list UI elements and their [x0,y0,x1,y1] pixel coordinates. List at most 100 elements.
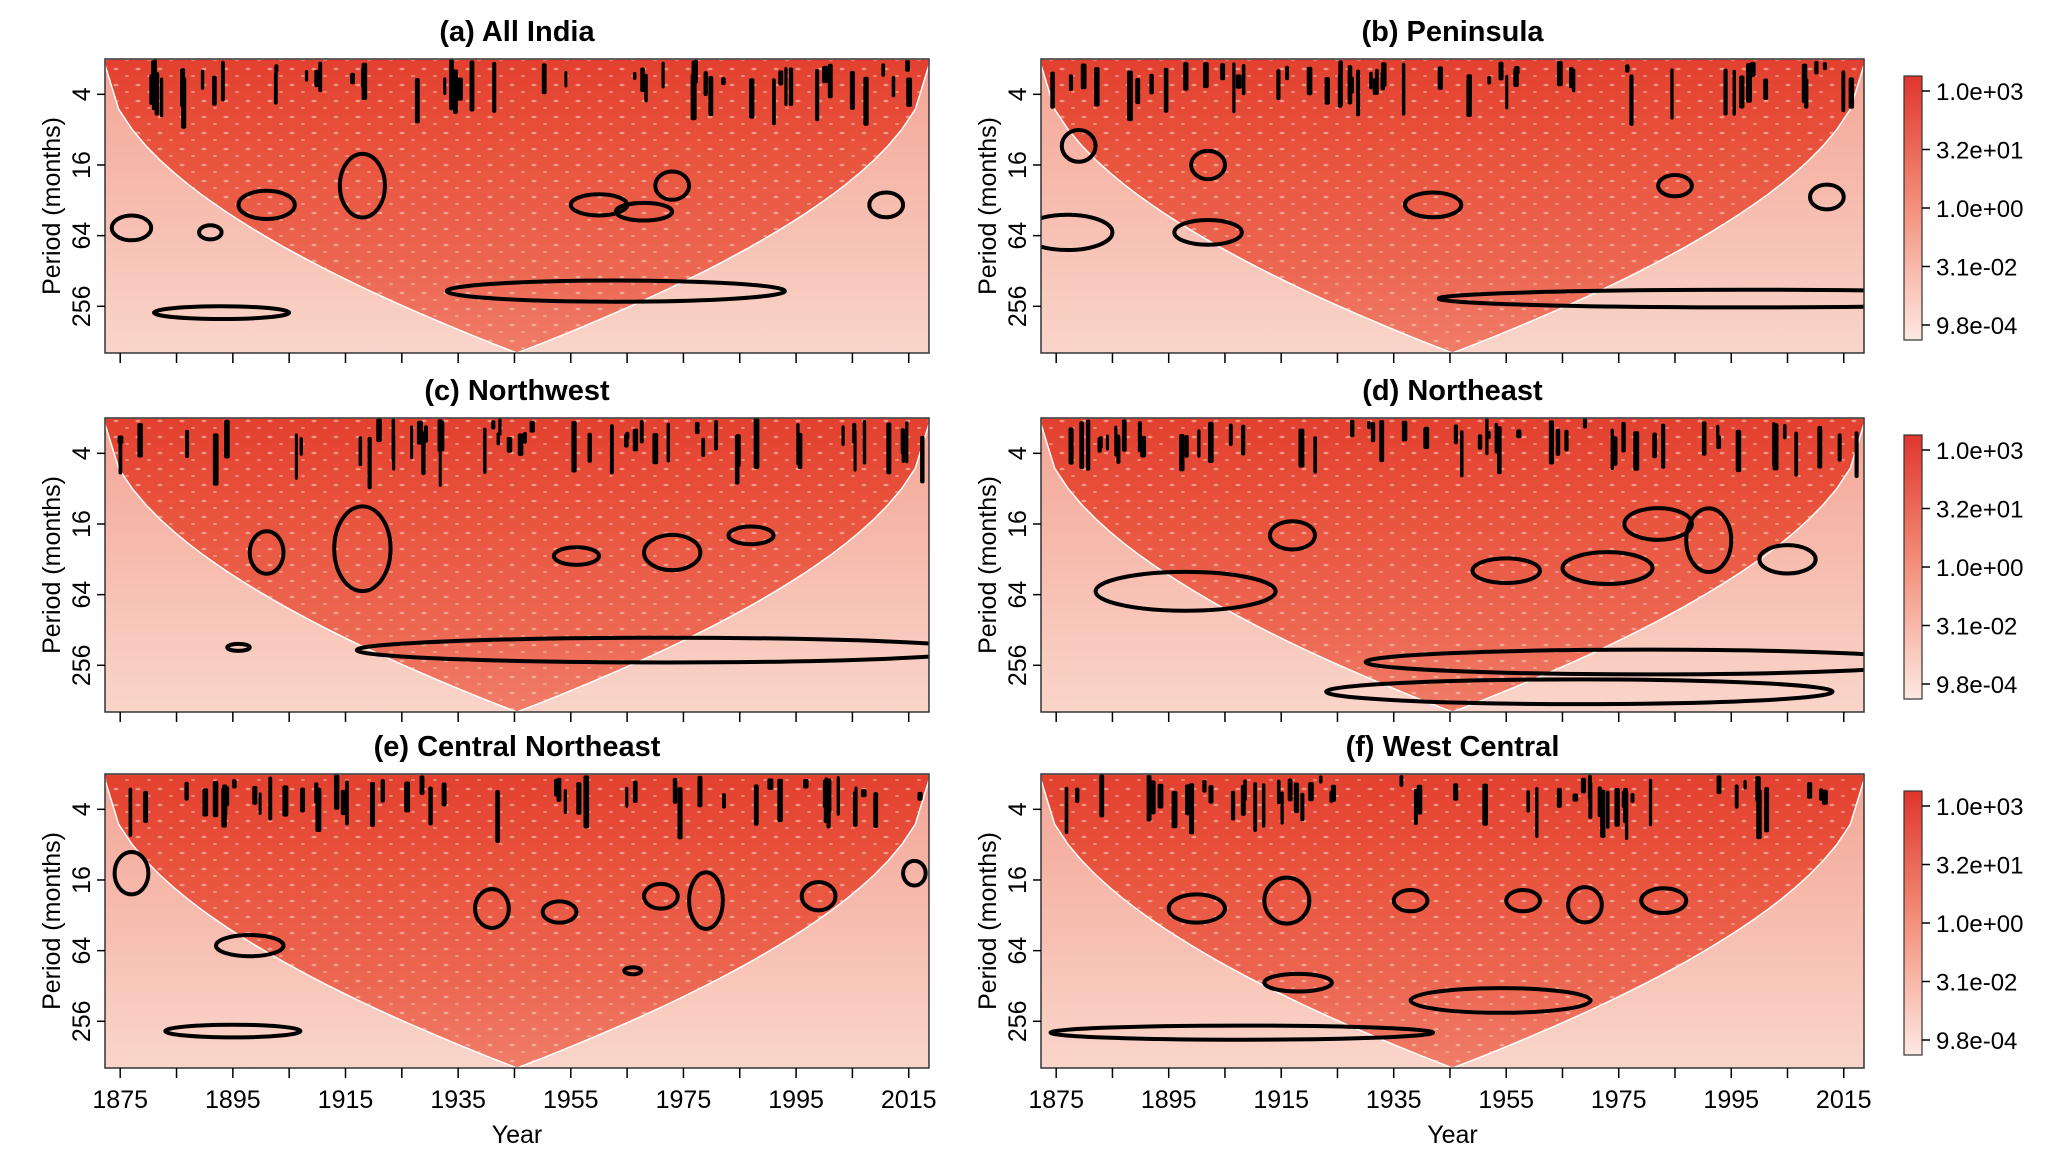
contour-streak [1597,786,1602,818]
power-texture [1041,774,1864,1068]
contour-streak [358,436,363,467]
x-tick-label: 1955 [1478,1086,1534,1114]
significance-contour [1436,287,1864,310]
contour-streak [1114,425,1118,457]
contour-streak [860,789,867,798]
contour-streak [1743,779,1747,790]
contour-streak [268,776,273,821]
significance-contour [642,532,703,573]
contour-streak [632,428,639,452]
contour-streak [1652,432,1657,459]
y-tick-label: 4 [1004,87,1032,101]
contour-streak [1572,793,1579,802]
panel-title: (a) All India [439,16,595,48]
significance-contour [613,200,675,223]
contour-streak [1482,783,1488,826]
contour-streak [901,429,906,463]
contour-streak [1232,62,1236,114]
contour-streak [1324,76,1330,105]
significance-contour [1402,190,1464,220]
contour-streak [318,61,323,93]
colorbar-tick-label: 9.8e-04 [1936,672,2017,699]
y-tick-label: 64 [1004,222,1032,250]
contour-streak [803,778,809,789]
contour-streak [1075,787,1080,804]
contour-streak [1739,75,1745,109]
significance-contour [622,965,644,977]
contour-streak [1716,435,1722,450]
contour-streak [1794,431,1799,477]
contour-streak [1146,774,1152,822]
significance-contour [1757,543,1818,576]
contour-streak [1487,75,1492,85]
contour-streak [1149,73,1154,95]
y-tick-label: 256 [68,644,96,686]
contour-streak [666,422,671,463]
x-tick-label: 1875 [92,1086,148,1114]
colorbar-tick-label: 3.1e-02 [1936,970,2017,997]
colorbar-tick-label: 9.8e-04 [1936,1028,2017,1055]
contour-streak [1505,74,1509,110]
contour-streak [749,78,755,119]
contour-streak [881,63,886,77]
contour-streak [1624,790,1629,840]
contour-streak [1804,78,1809,109]
x-tick-label: 1895 [205,1086,261,1114]
contour-streak [137,422,143,458]
significance-contour [473,887,511,930]
contour-streak [722,793,726,809]
contour-streak [1208,421,1214,463]
contour-streak [753,784,759,826]
contour-streak [1235,74,1242,89]
contour-streak [469,60,475,112]
contour-streak [609,424,614,475]
significance-contour [163,1022,303,1040]
contour-streak [443,77,447,95]
x-tick-label: 2015 [881,1086,937,1114]
contour-streak [767,778,774,790]
contour-streak [753,418,760,469]
panel-frame [104,773,930,1069]
contour-streak [652,433,659,465]
significance-contour [225,641,252,653]
panel-frame [1040,417,1865,713]
contour-streak [1814,60,1819,75]
contour-streak [542,71,547,90]
contour-streak [1050,71,1055,109]
contour-streak [333,774,340,810]
panel-frame [104,417,930,713]
contour-streak [185,429,190,459]
contour-streak [1355,69,1361,117]
contour-streak [117,435,124,444]
contour-streak [905,421,909,464]
contour-streak [826,791,831,829]
contour-streak [1571,68,1576,93]
y-tick-label: 16 [1004,151,1032,179]
y-tick-label: 256 [1004,644,1032,686]
contour-streak [1416,784,1423,815]
contour-streak [891,76,896,98]
power-texture [105,59,929,353]
contour-streak [553,778,558,797]
y-axis-title: Period (months) [38,117,66,295]
panel-frame [1040,58,1865,354]
contour-streak [1121,419,1127,452]
contour-streak [361,62,368,101]
significance-contour [1363,647,1864,677]
colorbar-tick-label: 9.8e-04 [1936,313,2017,340]
significance-contour [1622,506,1694,542]
contour-streak [1621,421,1626,453]
contour-streak [428,786,433,826]
contour-streak [1629,74,1634,126]
significance-contour [152,304,292,322]
x-tick-label: 2015 [1816,1086,1872,1114]
contour-streak [1094,67,1100,107]
contour-streak [1276,69,1281,101]
y-tick-label: 64 [68,222,96,250]
contour-streak [778,70,784,86]
contour-streak [1347,65,1353,105]
contour-streak [1837,433,1842,462]
contour-streak [1701,421,1707,456]
contour-streak [1633,431,1640,471]
